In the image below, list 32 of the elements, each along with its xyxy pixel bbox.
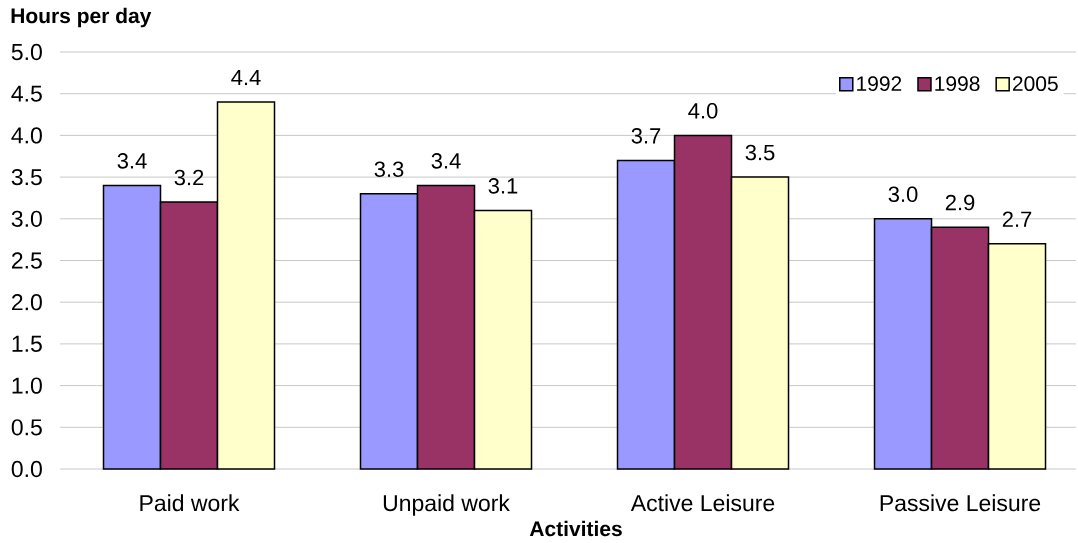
data-label: 3.1	[488, 178, 518, 194]
data-label: 3.3	[374, 161, 404, 177]
data-label: 3.4	[431, 153, 461, 169]
data-label: 3.0	[888, 186, 918, 203]
y-tick-label: 1.0	[12, 377, 42, 394]
y-tick-label: 0.0	[11, 460, 42, 478]
y-tick-label: 4.5	[11, 85, 42, 102]
data-label: 3.4	[117, 153, 147, 169]
data-label: 4.0	[688, 103, 718, 119]
y-tick-label: 4.0	[11, 127, 42, 144]
x-axis-title: Activities	[529, 520, 622, 537]
y-tick-label: 0.5	[11, 419, 42, 436]
y-tick-label: 5.0	[11, 43, 42, 61]
legend-label: 1992	[857, 76, 902, 92]
data-label: 2.9	[945, 194, 975, 211]
y-tick-label: 1.5	[12, 335, 42, 352]
legend-label: 1998	[935, 76, 980, 92]
y-tick-label: 3.0	[11, 210, 42, 227]
x-tick-label: Active Leisure	[630, 494, 775, 512]
y-axis-title: Hours per day	[11, 7, 152, 28]
legend-label: 2005	[1012, 76, 1058, 92]
x-tick-label: Passive Leisure	[880, 494, 1041, 512]
y-tick-label: 2.0	[11, 294, 42, 311]
x-tick-label: Unpaid work	[383, 494, 510, 516]
x-tick-label: Paid work	[140, 494, 240, 512]
y-tick-label: 3.5	[11, 168, 42, 186]
data-label: 3.7	[631, 128, 661, 144]
y-tick-label: 2.5	[11, 252, 42, 269]
data-label: 3.5	[745, 144, 775, 161]
data-label: 4.4	[231, 69, 261, 86]
data-label: 3.2	[174, 169, 204, 186]
data-label: 2.7	[1002, 211, 1032, 227]
